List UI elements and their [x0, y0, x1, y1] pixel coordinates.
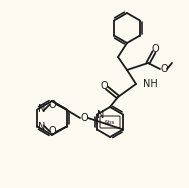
FancyBboxPatch shape — [100, 116, 120, 128]
Text: O: O — [151, 44, 159, 54]
Text: O: O — [80, 113, 88, 123]
Text: N: N — [38, 121, 45, 131]
Text: Abs: Abs — [104, 120, 116, 124]
Text: O: O — [49, 99, 57, 109]
Text: N: N — [38, 105, 45, 114]
Text: O: O — [100, 81, 108, 91]
Text: O: O — [160, 64, 168, 74]
Text: NH: NH — [143, 79, 158, 89]
Text: N: N — [97, 109, 105, 120]
Text: O: O — [49, 127, 57, 136]
